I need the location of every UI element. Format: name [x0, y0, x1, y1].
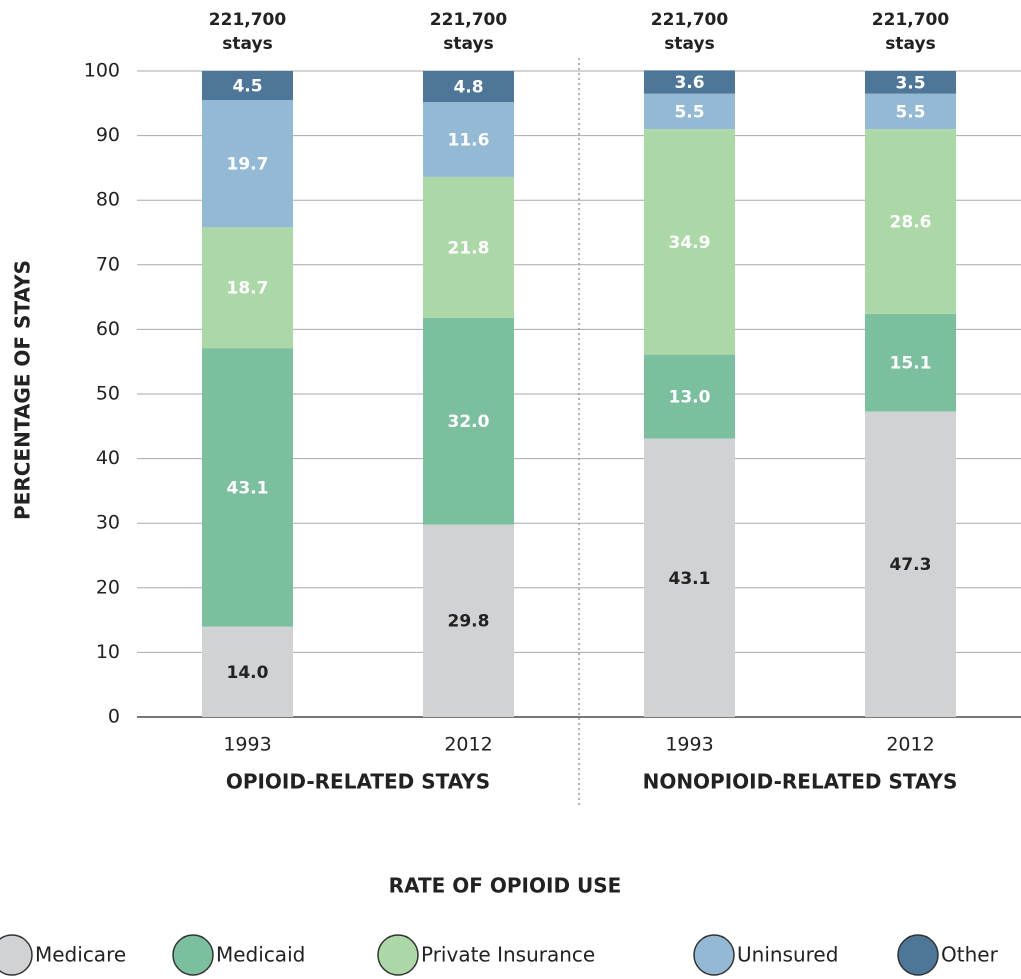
- value-label: 4.8: [453, 78, 483, 98]
- bar-segment: [202, 227, 293, 349]
- top-label: 221,700: [209, 10, 287, 30]
- value-label: 5.5: [674, 102, 704, 122]
- legend-swatch: [172, 934, 214, 976]
- bar-segment: [865, 411, 956, 717]
- y-tick-label: 10: [96, 641, 120, 663]
- y-tick-label: 40: [96, 447, 120, 469]
- x-axis-title: RATE OF OPIOID USE: [389, 874, 622, 898]
- legend-label: Uninsured: [737, 943, 838, 967]
- bar-segment: [202, 71, 293, 101]
- bar-segment: [644, 70, 735, 94]
- value-label: 34.9: [669, 233, 711, 253]
- value-label: 3.5: [895, 73, 925, 93]
- value-label: 3.6: [674, 73, 704, 93]
- bar-segment: [865, 93, 956, 130]
- bar-segment: [865, 313, 956, 412]
- value-label: 47.3: [890, 555, 932, 575]
- value-label: 21.8: [448, 238, 490, 258]
- value-label: 43.1: [669, 569, 711, 589]
- x-tick-label: 2012: [444, 734, 492, 756]
- top-label: stays: [664, 34, 714, 54]
- group-label: NONOPIOID-RELATED STAYS: [643, 770, 958, 794]
- bar-segment: [865, 71, 956, 94]
- legend-swatch: [897, 934, 939, 976]
- y-tick-label: 90: [96, 124, 120, 146]
- legend-label: Medicaid: [216, 943, 305, 967]
- y-tick-label: 70: [96, 253, 120, 275]
- group-label: OPIOID-RELATED STAYS: [226, 770, 490, 794]
- x-tick-label: 1993: [665, 734, 713, 756]
- value-label: 4.5: [232, 77, 262, 97]
- y-tick-label: 100: [84, 60, 120, 82]
- bar-segment: [423, 524, 514, 717]
- bar-segment: [644, 438, 735, 717]
- bar-segment: [644, 93, 735, 130]
- value-label: 11.6: [448, 130, 490, 150]
- bar-segment: [423, 71, 514, 103]
- x-tick-label: 1993: [223, 734, 271, 756]
- legend-swatch: [693, 934, 735, 976]
- y-axis-title: PERCENTAGE OF STAYS: [11, 260, 35, 520]
- value-label: 13.0: [669, 388, 711, 408]
- y-tick-label: 50: [96, 383, 120, 405]
- bar-segment: [202, 626, 293, 717]
- legend-label: Other: [941, 943, 999, 967]
- value-label: 14.0: [227, 663, 269, 683]
- value-label: 5.5: [895, 102, 925, 122]
- legend-swatch: [377, 934, 419, 976]
- legend-label: Medicare: [35, 943, 126, 967]
- top-label: 221,700: [872, 10, 950, 30]
- y-tick-label: 60: [96, 318, 120, 340]
- y-tick-label: 80: [96, 189, 120, 211]
- bar-segment: [202, 348, 293, 627]
- value-label: 43.1: [227, 478, 269, 498]
- value-label: 18.7: [227, 279, 269, 299]
- bar-segment: [423, 102, 514, 177]
- legend-swatch: [0, 934, 33, 976]
- y-tick-label: 20: [96, 576, 120, 598]
- bar-segment: [423, 317, 514, 525]
- bar-segment: [423, 176, 514, 318]
- bar-segment: [644, 354, 735, 439]
- value-label: 29.8: [448, 612, 490, 632]
- value-label: 32.0: [448, 412, 490, 432]
- x-tick-label: 2012: [886, 734, 934, 756]
- y-tick-label: 30: [96, 512, 120, 534]
- top-label: 221,700: [430, 10, 508, 30]
- top-label: stays: [885, 34, 935, 54]
- top-label: stays: [222, 34, 272, 54]
- bar-segment: [865, 129, 956, 314]
- value-label: 15.1: [890, 354, 932, 374]
- top-label: 221,700: [651, 10, 729, 30]
- top-label: stays: [443, 34, 493, 54]
- value-label: 19.7: [227, 155, 269, 175]
- bar-segment: [644, 129, 735, 355]
- y-tick-label: 0: [108, 706, 120, 728]
- value-label: 28.6: [890, 213, 932, 233]
- bar-segment: [202, 100, 293, 228]
- legend-label: Private Insurance: [421, 943, 595, 967]
